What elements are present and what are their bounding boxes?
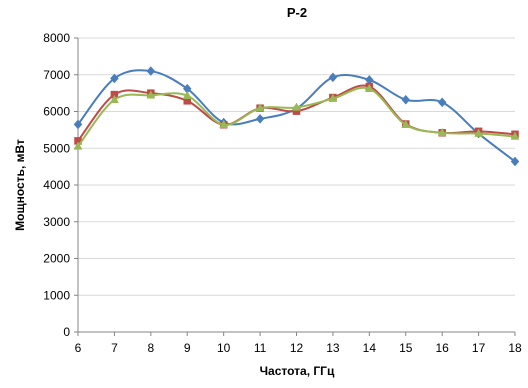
gridlines: [78, 37, 515, 296]
y-tick-label-2: 2000: [43, 252, 70, 266]
y-tick-label-3: 3000: [43, 215, 70, 229]
y-tick-label-5: 5000: [43, 141, 70, 155]
y-tick-label-1: 1000: [43, 288, 70, 302]
series-1-point-5: [255, 113, 265, 124]
series-1-point-12: [510, 156, 520, 167]
tick-labels: 0 1000 2000 3000 4000 5000 6000 7000 8000 6 7 8 9 10 1…: [43, 31, 522, 355]
x-tick-label-7: 13: [326, 341, 340, 355]
series-1-point-1: [110, 73, 119, 84]
x-tick-label-8: 14: [363, 341, 377, 355]
series-3-point-5: [255, 103, 265, 112]
chart-title: P-2: [287, 5, 307, 20]
series-3-point-12: [510, 131, 520, 140]
y-axis-title: Мощность, мВт: [13, 139, 27, 231]
axes: [74, 37, 516, 336]
x-tick-label-9: 15: [399, 341, 413, 355]
series-3-point-2: [146, 90, 156, 99]
series-3: [73, 83, 520, 150]
x-tick-label-3: 9: [184, 341, 191, 355]
x-tick-label-10: 16: [435, 341, 449, 355]
series-3-point-8: [364, 83, 374, 92]
x-tick-label-12: 18: [508, 341, 522, 355]
series-layer: [73, 66, 520, 167]
series-1-point-10: [437, 97, 447, 108]
series-2: [74, 82, 519, 145]
x-tick-label-1: 7: [111, 341, 118, 355]
series-3-point-7: [328, 93, 338, 102]
series-3-point-11: [474, 128, 484, 137]
x-tick-label-4: 10: [217, 341, 231, 355]
x-tick-label-0: 6: [75, 341, 82, 355]
x-tick-label-2: 8: [147, 341, 154, 355]
series-3-point-6: [292, 102, 301, 111]
series-1-point-0: [73, 119, 83, 130]
x-tick-label-5: 11: [254, 341, 267, 355]
series-3-point-4: [219, 119, 229, 128]
series-1-point-7: [328, 72, 338, 83]
series-1-point-2: [146, 66, 156, 76]
series-3-point-9: [401, 119, 411, 128]
series-1: [73, 66, 520, 167]
y-tick-label-8: 8000: [43, 31, 70, 45]
x-tick-label-11: 17: [472, 341, 486, 355]
y-tick-label-6: 6000: [43, 105, 70, 119]
x-tick-label-6: 12: [290, 341, 304, 355]
x-axis-title: Частота, ГГц: [260, 364, 335, 378]
series-3-point-1: [109, 94, 119, 103]
y-tick-label-7: 7000: [43, 68, 70, 82]
y-tick-label-4: 4000: [43, 178, 70, 192]
series-3-point-0: [73, 141, 83, 150]
y-tick-label-0: 0: [63, 325, 70, 339]
series-1-point-9: [401, 94, 411, 105]
series-3-point-10: [437, 127, 447, 137]
series-3-point-3: [182, 90, 192, 99]
series-3-line: [77, 86, 516, 148]
